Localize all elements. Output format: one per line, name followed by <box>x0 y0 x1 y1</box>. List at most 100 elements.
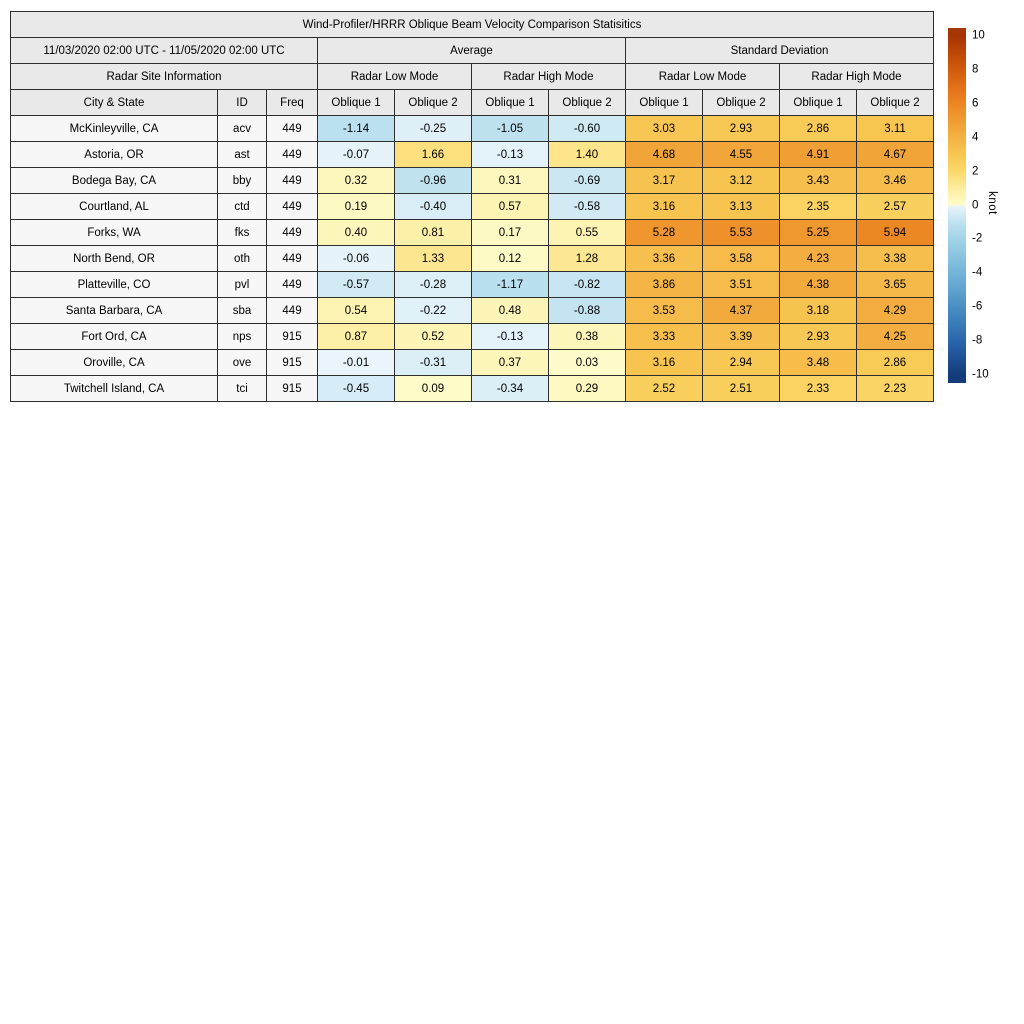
value-cell: 4.91 <box>779 141 857 168</box>
value-cell: 3.86 <box>625 271 703 298</box>
value-cell: -0.82 <box>548 271 626 298</box>
value-cell: -0.34 <box>471 375 549 402</box>
value-cell: 0.29 <box>548 375 626 402</box>
value-cell: 0.55 <box>548 219 626 246</box>
value-cell: 3.36 <box>625 245 703 272</box>
value-cell: 2.86 <box>779 115 857 142</box>
freq-cell: 915 <box>266 349 318 376</box>
title-row: Wind-Profiler/HRRR Oblique Beam Velocity… <box>10 11 934 38</box>
value-cell: 2.33 <box>779 375 857 402</box>
oblique-column-header: Oblique 2 <box>856 89 934 116</box>
site-cell: Forks, WA <box>10 219 218 246</box>
site-id-cell: bby <box>217 167 267 194</box>
site-cell: Platteville, CO <box>10 271 218 298</box>
value-cell: 2.35 <box>779 193 857 220</box>
colorbar-tick-label: 2 <box>972 164 979 177</box>
value-cell: 3.11 <box>856 115 934 142</box>
table-row: Oroville, CA ove 915 -0.01 -0.31 0.37 0.03 3.16… <box>10 349 934 376</box>
site-id-cell: ove <box>217 349 267 376</box>
value-cell: -0.60 <box>548 115 626 142</box>
group-header-average: Average <box>317 37 626 64</box>
value-cell: 4.37 <box>702 297 780 324</box>
colorbar-tick-label: -10 <box>972 367 989 380</box>
value-cell: 1.66 <box>394 141 472 168</box>
table-row: Bodega Bay, CA bby 449 0.32 -0.96 0.31 -0.69 3.… <box>10 167 934 194</box>
value-cell: 3.46 <box>856 167 934 194</box>
value-cell: -1.17 <box>471 271 549 298</box>
value-cell: -0.88 <box>548 297 626 324</box>
colorbar-tick-label: -2 <box>972 232 983 245</box>
value-cell: -0.25 <box>394 115 472 142</box>
value-cell: 0.38 <box>548 323 626 350</box>
oblique-column-header: Oblique 1 <box>317 89 395 116</box>
value-cell: -0.96 <box>394 167 472 194</box>
site-cell: Oroville, CA <box>10 349 218 376</box>
colorbar: 10 8 6 4 2 0 -2 -4 -6 -8 -10 knot <box>948 28 998 383</box>
site-id-cell: oth <box>217 245 267 272</box>
value-cell: -0.40 <box>394 193 472 220</box>
value-cell: -0.06 <box>317 245 395 272</box>
site-cell: Twitchell Island, CA <box>10 375 218 402</box>
table-body: McKinleyville, CA acv 449 -1.14 -0.25 -1.05 -0… <box>10 115 934 402</box>
table-row: Twitchell Island, CA tci 915 -0.45 0.09 -0.34… <box>10 375 934 402</box>
value-cell: 1.33 <box>394 245 472 272</box>
site-id-cell: sba <box>217 297 267 324</box>
value-cell: 5.25 <box>779 219 857 246</box>
group-header-std-deviation: Standard Deviation <box>625 37 934 64</box>
value-cell: 3.65 <box>856 271 934 298</box>
value-cell: 2.94 <box>702 349 780 376</box>
oblique-column-header: Oblique 1 <box>779 89 857 116</box>
value-cell: -0.31 <box>394 349 472 376</box>
value-cell: 2.52 <box>625 375 703 402</box>
value-cell: -0.45 <box>317 375 395 402</box>
group-header-row: 11/03/2020 02:00 UTC - 11/05/2020 02:00 … <box>10 37 934 64</box>
site-id-cell: ctd <box>217 193 267 220</box>
value-cell: 5.53 <box>702 219 780 246</box>
colorbar-tick-label: 10 <box>972 29 985 42</box>
value-cell: 2.86 <box>856 349 934 376</box>
value-cell: 3.38 <box>856 245 934 272</box>
value-cell: 1.40 <box>548 141 626 168</box>
value-cell: 2.93 <box>779 323 857 350</box>
value-cell: 4.25 <box>856 323 934 350</box>
oblique-column-header: Oblique 1 <box>625 89 703 116</box>
site-cell: North Bend, OR <box>10 245 218 272</box>
site-id-cell: fks <box>217 219 267 246</box>
table-row: McKinleyville, CA acv 449 -1.14 -0.25 -1.05 -0… <box>10 115 934 142</box>
colorbar-gradient <box>948 28 966 383</box>
date-range: 11/03/2020 02:00 UTC - 11/05/2020 02:00 … <box>10 37 318 64</box>
site-id-cell: acv <box>217 115 267 142</box>
value-cell: 4.67 <box>856 141 934 168</box>
value-cell: 3.13 <box>702 193 780 220</box>
freq-cell: 449 <box>266 193 318 220</box>
value-cell: 3.58 <box>702 245 780 272</box>
value-cell: 3.12 <box>702 167 780 194</box>
value-cell: 3.51 <box>702 271 780 298</box>
value-cell: -0.69 <box>548 167 626 194</box>
value-cell: 2.57 <box>856 193 934 220</box>
site-id-cell: ast <box>217 141 267 168</box>
value-cell: 2.51 <box>702 375 780 402</box>
value-cell: 3.33 <box>625 323 703 350</box>
site-cell: Bodega Bay, CA <box>10 167 218 194</box>
site-cell: Astoria, OR <box>10 141 218 168</box>
table-row: North Bend, OR oth 449 -0.06 1.33 0.12 1.28 3.3… <box>10 245 934 272</box>
std-high-mode-header: Radar High Mode <box>779 63 934 90</box>
value-cell: 3.18 <box>779 297 857 324</box>
avg-high-mode-header: Radar High Mode <box>471 63 626 90</box>
table-row: Courtland, AL ctd 449 0.19 -0.40 0.57 -0.58 3.1… <box>10 193 934 220</box>
freq-cell: 449 <box>266 297 318 324</box>
site-id-cell: nps <box>217 323 267 350</box>
value-cell: 0.32 <box>317 167 395 194</box>
colorbar-tick-label: -6 <box>972 300 983 313</box>
figure-title: Wind-Profiler/HRRR Oblique Beam Velocity… <box>10 11 934 38</box>
site-cell: Santa Barbara, CA <box>10 297 218 324</box>
value-cell: 0.37 <box>471 349 549 376</box>
value-cell: -0.01 <box>317 349 395 376</box>
value-cell: -0.58 <box>548 193 626 220</box>
value-cell: 5.28 <box>625 219 703 246</box>
value-cell: 3.39 <box>702 323 780 350</box>
value-cell: 3.48 <box>779 349 857 376</box>
value-cell: 3.17 <box>625 167 703 194</box>
colorbar-tick-label: -8 <box>972 333 983 346</box>
